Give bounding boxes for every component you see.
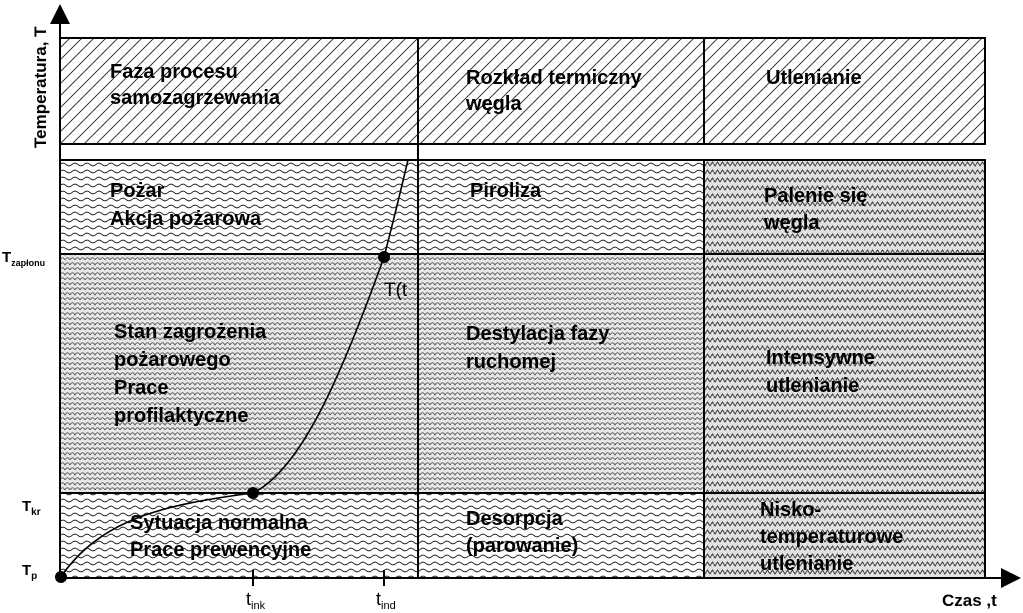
x-tick-label-ind: tind xyxy=(376,589,396,612)
y-axis-label: Temperatura, T xyxy=(31,26,50,148)
normal-phase-line1: Sytuacja normalna xyxy=(130,512,309,534)
x-axis-label: Czas ,t xyxy=(942,591,997,610)
danger-phase-line3: Prace xyxy=(114,377,169,399)
x-tick-label-ink: tink xyxy=(246,589,266,612)
curve-label: T(t xyxy=(384,280,408,301)
point-critical xyxy=(247,487,259,499)
normal-oxidation-line3: utlenianie xyxy=(760,553,853,575)
header-oxidation-line1: Utlenianie xyxy=(766,67,862,89)
y-tick-start: Tp xyxy=(22,562,37,582)
normal-phase-line2: Prace prewencyjne xyxy=(130,539,311,561)
header-phase-line2: samozagrzewania xyxy=(110,87,281,109)
header-decomposition-line1: Rozkład termiczny xyxy=(466,67,642,89)
header-cell-phase xyxy=(59,37,419,145)
temperature-curve xyxy=(59,159,409,579)
cell-fire-oxidation xyxy=(703,159,986,255)
normal-oxidation-line1: Nisko- xyxy=(760,499,821,521)
danger-oxidation-line2: utlenianie xyxy=(766,375,859,397)
cell-danger-oxidation xyxy=(703,253,986,494)
fire-oxidation-line1: Palenie się xyxy=(764,185,867,207)
danger-phase-line1: Stan zagrożenia xyxy=(114,321,267,343)
danger-phase-line2: pożarowego xyxy=(114,349,231,371)
header-phase-line1: Faza procesu xyxy=(110,61,238,83)
fire-phase-line1: Pożar xyxy=(110,180,165,202)
cell-normal-oxidation xyxy=(703,492,986,579)
point-start xyxy=(55,571,67,583)
cell-fire-decomposition xyxy=(417,159,705,255)
fire-phase-line2: Akcja pożarowa xyxy=(110,208,262,230)
cell-normal-phase xyxy=(59,492,419,579)
normal-oxidation-line2: temperaturowe xyxy=(760,526,903,548)
header-decomposition-line2: węgla xyxy=(465,93,522,115)
danger-oxidation-line1: Intensywne xyxy=(766,347,875,369)
fire-oxidation-line2: węgla xyxy=(763,212,820,234)
normal-decomposition-line1: Desorpcja xyxy=(466,508,564,530)
danger-phase-line4: profilaktyczne xyxy=(114,405,248,427)
danger-decomposition-line1: Destylacja fazy xyxy=(466,323,610,345)
fire-decomposition-line1: Piroliza xyxy=(470,180,542,202)
cell-danger-phase xyxy=(59,253,419,494)
cell-normal-decomposition xyxy=(417,492,705,579)
cell-fire-phase xyxy=(59,159,419,255)
normal-decomposition-line2: (parowanie) xyxy=(466,535,578,557)
point-ignition xyxy=(378,251,390,263)
header-cell-decomposition xyxy=(417,37,705,145)
cell-danger-decomposition xyxy=(417,253,705,494)
header-cell-oxidation xyxy=(703,37,986,145)
y-tick-ignition: Tzapłonu xyxy=(2,249,45,268)
y-tick-critical: Tkr xyxy=(22,498,41,518)
danger-decomposition-line2: ruchomej xyxy=(466,351,556,373)
